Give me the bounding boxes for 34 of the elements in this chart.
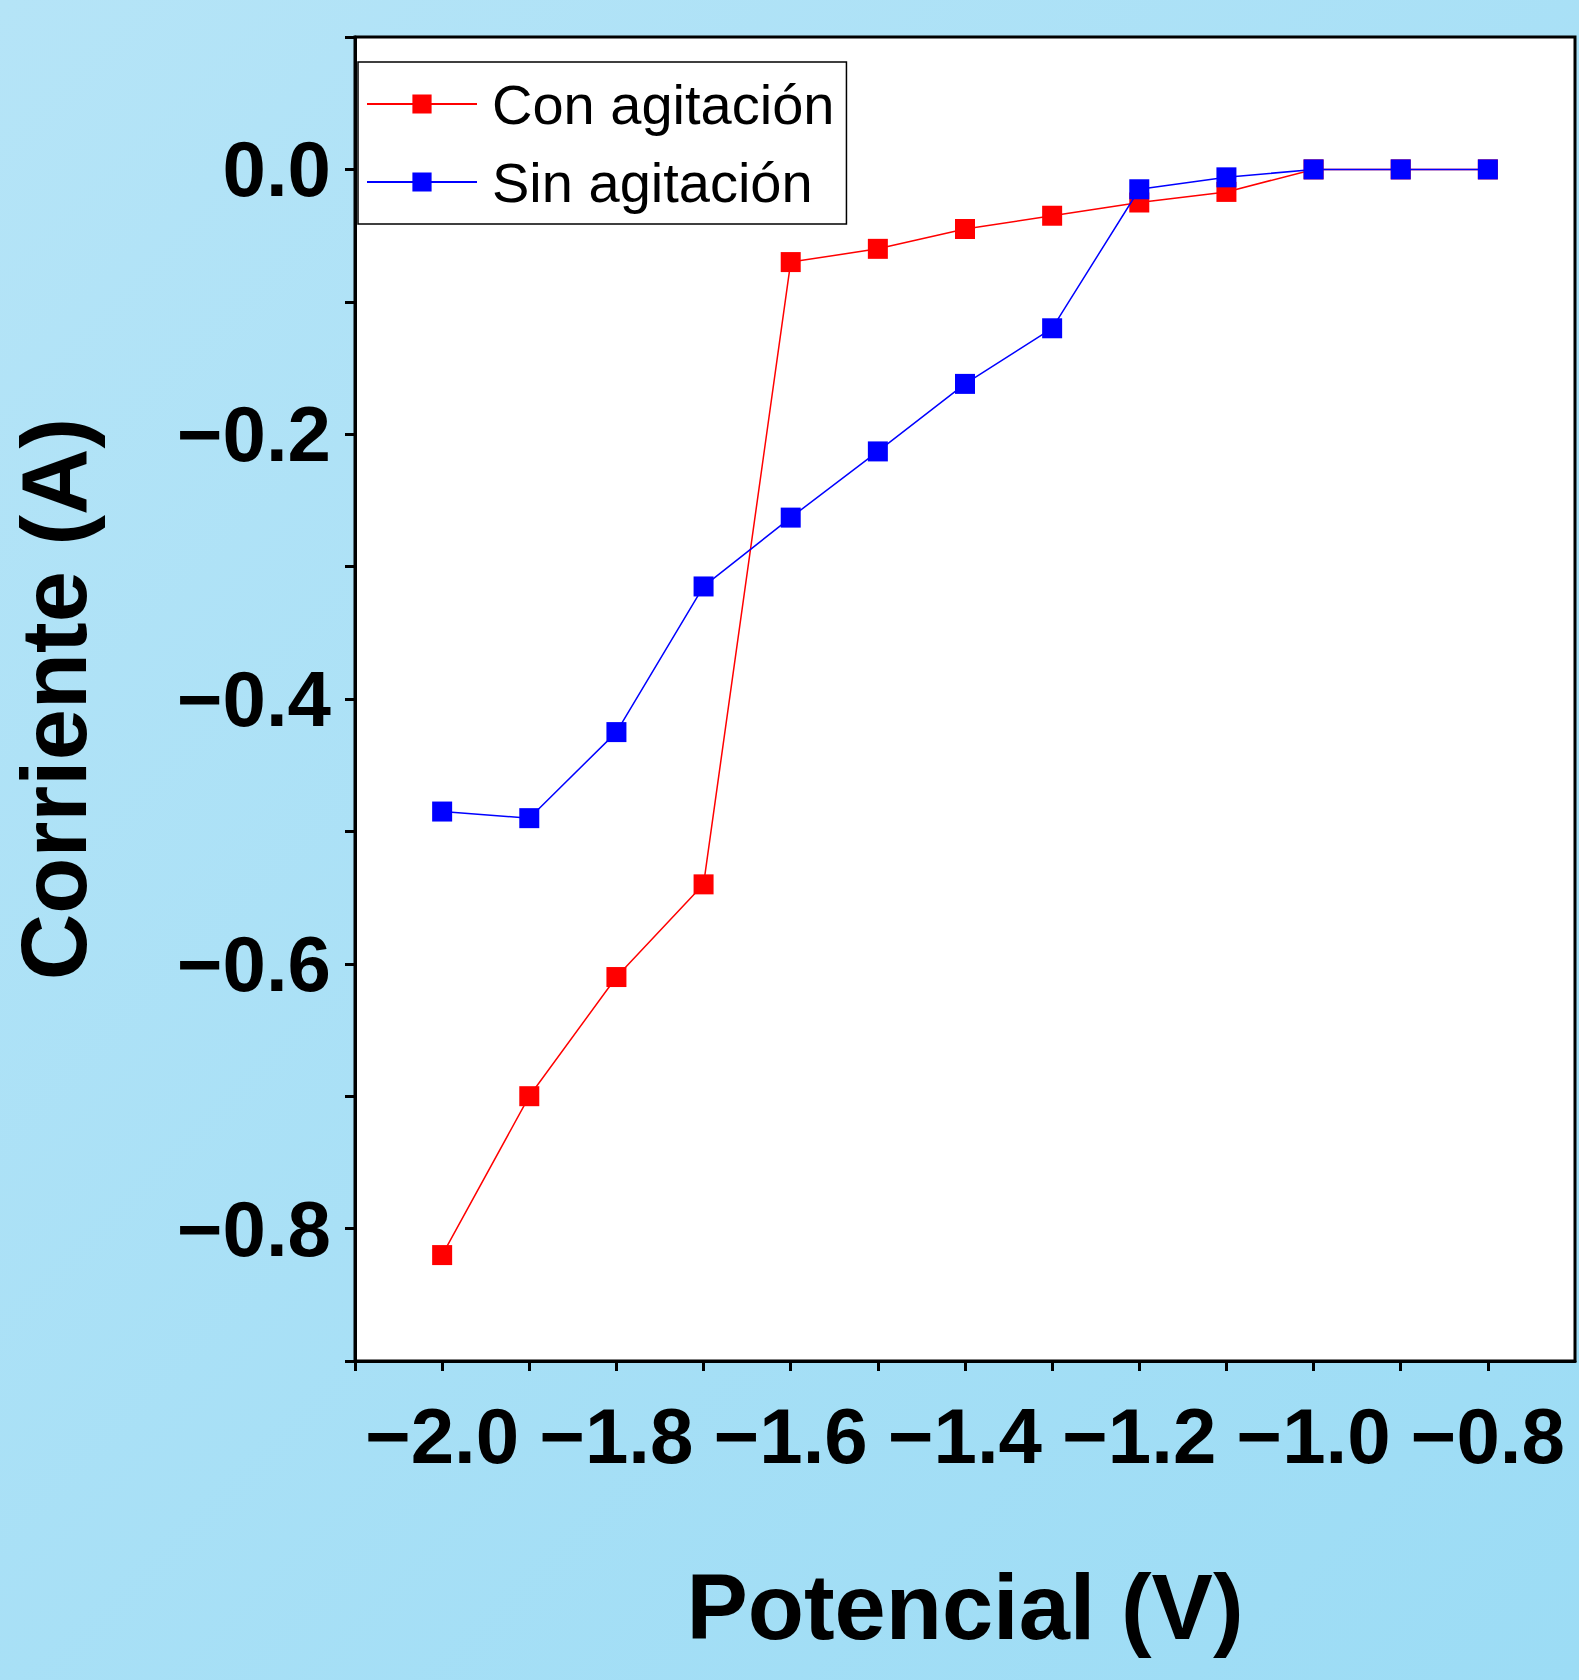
y-tick-label: −0.6 xyxy=(177,919,331,1008)
x-tick-label: −1.2 xyxy=(1062,1392,1217,1480)
point xyxy=(606,722,627,743)
y-tick-label: −0.8 xyxy=(177,1184,331,1273)
x-tick-label: −1.4 xyxy=(888,1392,1042,1480)
point xyxy=(432,1245,453,1266)
point xyxy=(955,218,975,239)
point xyxy=(867,441,888,462)
x-axis-title: Potencial (V) xyxy=(686,1556,1244,1658)
x-tick-label: −1.8 xyxy=(539,1392,694,1480)
point xyxy=(693,576,714,597)
point xyxy=(519,808,540,829)
point xyxy=(1042,205,1063,226)
point xyxy=(1129,179,1150,200)
y-axis-title: Corriente (A) xyxy=(3,417,105,981)
x-tick-label: −2.0 xyxy=(365,1392,520,1480)
point xyxy=(1042,318,1063,339)
y-tick-label: −0.4 xyxy=(177,655,331,743)
point xyxy=(955,373,975,394)
point xyxy=(519,1086,540,1107)
legend-label: Sin agitación xyxy=(492,150,813,214)
y-tick-label: 0.0 xyxy=(222,125,331,214)
point xyxy=(693,874,714,895)
point xyxy=(867,238,888,259)
x-tick-label: −0.8 xyxy=(1410,1392,1565,1480)
point xyxy=(780,252,801,273)
point xyxy=(606,967,627,988)
point xyxy=(1216,167,1237,188)
y-tick-label: −0.2 xyxy=(177,390,331,479)
legend-label: Con agitación xyxy=(492,72,835,136)
point xyxy=(432,801,453,822)
x-tick-label: −1.0 xyxy=(1236,1392,1391,1480)
point xyxy=(780,507,801,528)
x-tick-label: −1.6 xyxy=(713,1392,868,1480)
